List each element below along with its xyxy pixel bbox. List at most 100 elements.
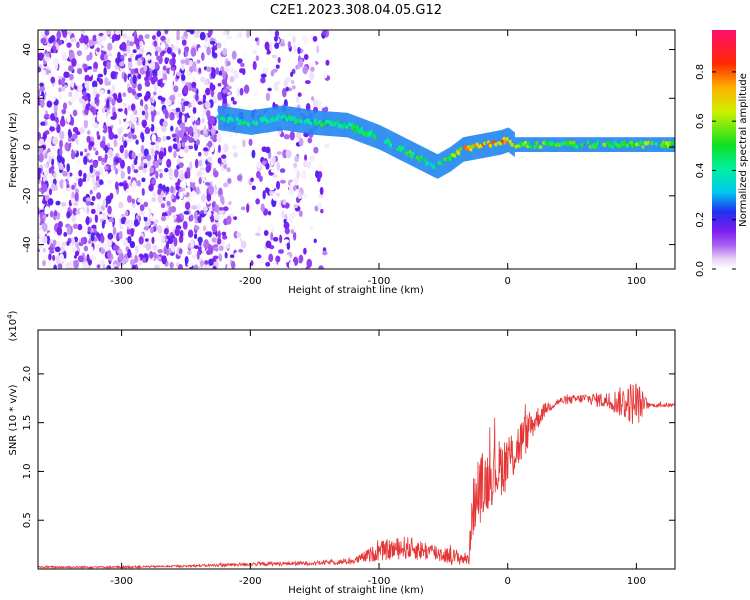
- spectrogram-noise-cell: [151, 178, 156, 185]
- spectrogram-noise-cell: [190, 179, 196, 183]
- spectrogram-noise-cell: [110, 71, 117, 80]
- spectrogram-noise-cell: [292, 231, 297, 241]
- spectrogram-noise-cell: [180, 59, 186, 65]
- spectrogram-noise-cell: [255, 232, 261, 237]
- spectrogram-noise-cell: [130, 228, 135, 237]
- spectrogram-noise-cell: [196, 30, 201, 34]
- spectrogram-signal-band: [600, 137, 602, 152]
- spectrogram-noise-cell: [189, 65, 194, 73]
- spectrogram-noise-cell: [290, 229, 295, 235]
- spectrogram-noise-cell: [172, 143, 178, 150]
- spectrogram-noise-cell: [176, 134, 180, 144]
- spectrogram-noise-cell: [108, 126, 113, 135]
- spectrogram-noise-cell: [154, 150, 160, 155]
- spectrogram-noise-cell: [290, 79, 295, 85]
- spectrogram-noise-cell: [61, 202, 67, 207]
- spectrogram-noise-cell: [101, 157, 106, 163]
- y-tick-label: 20: [22, 92, 33, 105]
- spectrogram-noise-cell: [240, 62, 245, 68]
- spectrogram-noise-cell: [167, 237, 174, 245]
- spectrogram-noise-cell: [107, 89, 111, 95]
- spectrogram-noise-cell: [273, 81, 279, 92]
- spectrogram-noise-cell: [166, 46, 172, 54]
- spectrogram-noise-cell: [284, 227, 290, 235]
- spectrogram-noise-cell: [170, 206, 177, 213]
- svg-text:(x104): (x104): [6, 310, 19, 341]
- spectrogram-noise-cell: [156, 256, 162, 261]
- spectrogram-noise-cell: [297, 92, 302, 97]
- spectrogram-noise-cell: [127, 86, 133, 94]
- spectrogram-noise-cell: [61, 115, 65, 122]
- spectrogram-noise-cell: [62, 170, 68, 177]
- spectrogram-noise-cell: [302, 65, 308, 75]
- spectrogram-noise-cell: [203, 239, 209, 248]
- spectrogram-noise-cell: [171, 133, 177, 138]
- spectrogram-noise-cell: [127, 165, 131, 175]
- spectrogram-noise-cell: [107, 179, 112, 184]
- x-tick-label: -200: [239, 576, 262, 587]
- spectrogram-signal-band: [658, 137, 661, 152]
- spectrogram-noise-cell: [50, 48, 54, 54]
- spectrogram-noise-cell: [251, 149, 256, 159]
- spectrogram-noise-cell: [170, 185, 174, 194]
- spectrogram-noise-cell: [71, 141, 78, 150]
- spectrogram-signal-band: [396, 133, 398, 159]
- spectrogram-noise-cell: [136, 57, 143, 66]
- spectrogram-noise-cell: [165, 241, 170, 250]
- spectrogram-noise-cell: [62, 30, 68, 38]
- spectrogram-noise-cell: [253, 188, 259, 196]
- spectrogram-noise-cell: [162, 135, 167, 142]
- spectrogram-noise-cell: [69, 73, 74, 81]
- spectrogram-noise-cell: [224, 67, 230, 72]
- x-tick-label: -100: [368, 576, 391, 587]
- spectrogram-noise-cell: [256, 161, 262, 169]
- spectrogram-noise-cell: [235, 33, 241, 39]
- spectrogram-signal-band: [418, 145, 421, 170]
- spectrogram-noise-cell: [207, 156, 213, 162]
- spectrogram-noise-cell: [216, 183, 220, 188]
- y-tick-label: 2.0: [22, 366, 33, 382]
- spectrogram-signal-band: [649, 137, 651, 152]
- spectrogram-noise-cell: [67, 65, 74, 72]
- spectrogram-noise-cell: [265, 92, 271, 102]
- spectrogram-noise-cell: [227, 258, 231, 266]
- spectrogram-noise-cell: [195, 93, 199, 102]
- spectrogram-noise-cell: [54, 246, 61, 253]
- spectrogram-noise-cell: [289, 240, 296, 246]
- spectrogram-noise-cell: [196, 59, 201, 64]
- spectrogram-noise-cell: [114, 33, 121, 41]
- spectrogram-noise-cell: [61, 77, 66, 82]
- spectrogram-noise-cell: [60, 46, 64, 56]
- spectrogram-noise-cell: [158, 55, 163, 65]
- spectrogram-noise-cell: [181, 135, 188, 143]
- spectrogram-noise-cell: [183, 100, 190, 105]
- spectrogram-noise-cell: [103, 166, 108, 170]
- spectrogram-noise-cell: [137, 260, 143, 266]
- spectrogram-noise-cell: [145, 242, 152, 251]
- spectrogram-signal-band: [225, 106, 227, 132]
- spectrogram-noise-cell: [66, 159, 71, 163]
- spectrogram-noise-cell: [65, 262, 72, 269]
- spectrogram-noise-cell: [145, 90, 151, 100]
- spectrogram-noise-cell: [48, 253, 52, 261]
- spectrogram-noise-cell: [87, 66, 92, 71]
- spectrogram-noise-cell: [221, 78, 228, 86]
- spectrogram-noise-cell: [135, 245, 139, 255]
- spectrogram-noise-cell: [118, 119, 122, 125]
- spectrogram-noise-cell: [262, 67, 269, 75]
- spectrogram-noise-cell: [210, 69, 216, 79]
- spectrogram-noise-cell: [117, 108, 123, 112]
- spectrogram-noise-cell: [41, 183, 48, 193]
- spectrogram-signal-band: [587, 137, 590, 152]
- spectrogram-noise-cell: [66, 241, 70, 246]
- spectrogram-noise-cell: [114, 157, 119, 163]
- spectrogram-noise-cell: [281, 87, 287, 98]
- spectrogram-noise-cell: [64, 142, 70, 152]
- spectrogram-noise-cell: [44, 130, 50, 135]
- spectrogram-noise-cell: [183, 84, 189, 95]
- spectrogram-signal-band: [538, 137, 540, 152]
- spectrogram-noise-cell: [187, 145, 194, 150]
- spectrogram-noise-cell: [211, 206, 217, 211]
- spectrogram-noise-cell: [238, 248, 244, 253]
- spectrogram-noise-cell: [166, 200, 171, 207]
